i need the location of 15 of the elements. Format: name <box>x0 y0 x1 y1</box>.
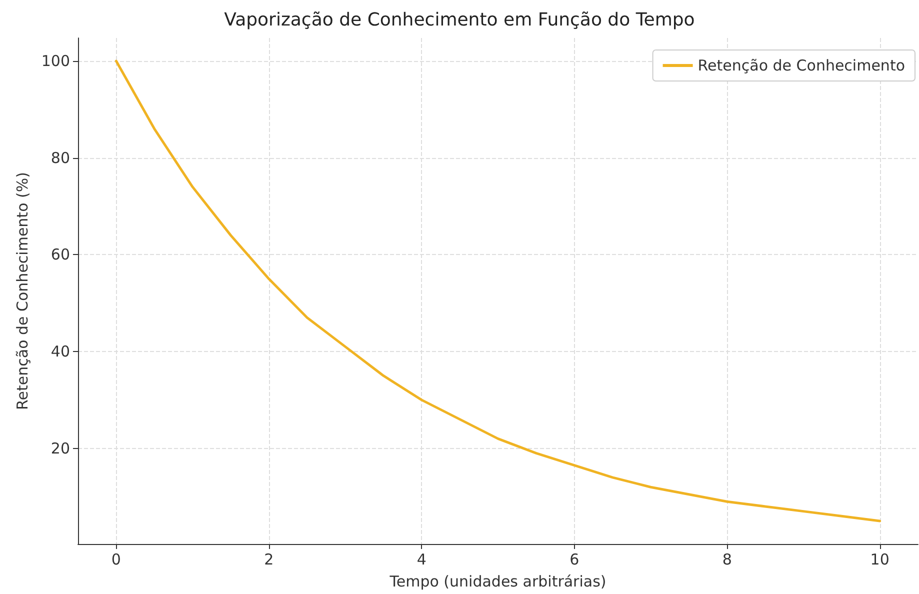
x-tick-label: 10 <box>870 550 890 568</box>
x-tick-label: 0 <box>111 550 121 568</box>
x-tick-label: 4 <box>416 550 426 568</box>
x-tick-label: 2 <box>264 550 274 568</box>
y-tick-label: 80 <box>50 148 70 167</box>
chart-title: Vaporização de Conhecimento em Função do Tempo <box>224 10 695 30</box>
y-tick-label: 60 <box>50 246 70 264</box>
y-tick-label: 20 <box>50 439 70 458</box>
y-tick-label: 40 <box>50 342 70 361</box>
x-tick-label: 8 <box>722 550 732 568</box>
legend-label: Retenção de Conhecimento <box>698 56 906 74</box>
x-tick-label: 6 <box>570 550 580 568</box>
y-tick-label: 100 <box>41 52 70 70</box>
x-axis-title: Tempo (unidades arbitrárias) <box>388 572 606 590</box>
y-axis-title: Retenção de Conhecimento (%) <box>14 172 32 410</box>
